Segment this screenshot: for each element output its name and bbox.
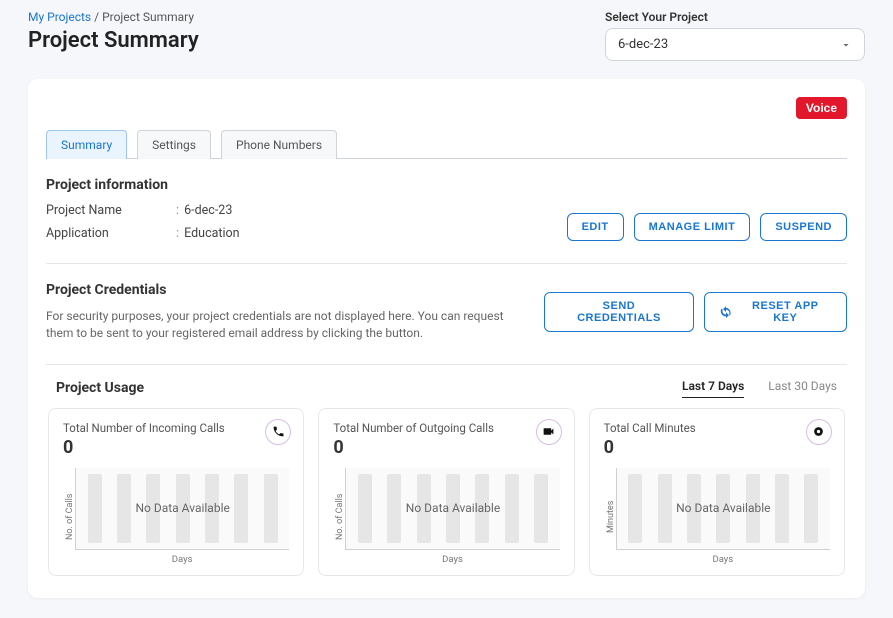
usage-card-incoming: Total Number of Incoming Calls 0 No. of … [48, 408, 304, 576]
incoming-ylabel: No. of Calls [63, 468, 75, 565]
outgoing-chart: No Data Available [345, 468, 559, 550]
video-icon [536, 419, 562, 445]
voice-button[interactable]: Voice [796, 97, 847, 119]
usage-card-minutes: Total Call Minutes 0 Minutes No Data Ava… [589, 408, 845, 576]
range-last-30-days[interactable]: Last 30 Days [768, 379, 837, 398]
incoming-no-data: No Data Available [135, 501, 229, 515]
project-usage-heading: Project Usage [56, 380, 144, 396]
breadcrumb-sep: / [94, 10, 102, 24]
credentials-text: For security purposes, your project cred… [46, 308, 524, 342]
call-minutes-title: Total Call Minutes [604, 421, 830, 435]
project-select-value: 6-dec-23 [618, 37, 668, 52]
tab-summary[interactable]: Summary [46, 130, 127, 159]
reset-app-key-button[interactable]: RESET APP KEY [704, 292, 847, 332]
incoming-chart: No Data Available [75, 468, 289, 550]
tab-settings[interactable]: Settings [137, 130, 211, 159]
tabs: Summary Settings Phone Numbers [46, 129, 847, 159]
incoming-calls-value: 0 [63, 437, 289, 458]
manage-limit-button[interactable]: MANAGE LIMIT [634, 213, 751, 241]
page-title: Project Summary [28, 28, 605, 53]
usage-card-outgoing: Total Number of Outgoing Calls 0 No. of … [318, 408, 574, 576]
chevron-down-icon [840, 39, 852, 51]
send-credentials-button[interactable]: SEND CREDENTIALS [544, 292, 693, 332]
breadcrumb: My Projects / Project Summary [28, 10, 605, 24]
suspend-button[interactable]: SUSPEND [760, 213, 847, 241]
project-select-label: Select Your Project [605, 10, 865, 24]
edit-button[interactable]: EDIT [567, 213, 624, 241]
outgoing-calls-value: 0 [333, 437, 559, 458]
record-icon [806, 419, 832, 445]
phone-icon [265, 419, 291, 445]
minutes-ylabel: Minutes [604, 468, 616, 565]
credentials-heading: Project Credentials [46, 282, 524, 298]
reset-app-key-label: RESET APP KEY [739, 300, 832, 324]
application-value: Education [176, 226, 240, 241]
call-minutes-value: 0 [604, 437, 830, 458]
breadcrumb-root-link[interactable]: My Projects [28, 10, 91, 24]
minutes-no-data: No Data Available [676, 501, 770, 515]
outgoing-no-data: No Data Available [406, 501, 500, 515]
outgoing-xlabel: Days [345, 554, 559, 565]
outgoing-calls-title: Total Number of Outgoing Calls [333, 421, 559, 435]
reset-icon [719, 305, 733, 319]
outgoing-ylabel: No. of Calls [333, 468, 345, 565]
project-name-label: Project Name [46, 203, 176, 218]
minutes-chart: No Data Available [616, 468, 830, 550]
breadcrumb-current: Project Summary [102, 10, 194, 24]
application-label: Application [46, 226, 176, 241]
incoming-xlabel: Days [75, 554, 289, 565]
tab-phone-numbers[interactable]: Phone Numbers [221, 130, 337, 159]
range-last-7-days[interactable]: Last 7 Days [682, 379, 744, 398]
project-info-heading: Project information [46, 177, 240, 193]
project-name-value: 6-dec-23 [176, 203, 240, 218]
incoming-calls-title: Total Number of Incoming Calls [63, 421, 289, 435]
minutes-xlabel: Days [616, 554, 830, 565]
project-select-dropdown[interactable]: 6-dec-23 [605, 28, 865, 61]
